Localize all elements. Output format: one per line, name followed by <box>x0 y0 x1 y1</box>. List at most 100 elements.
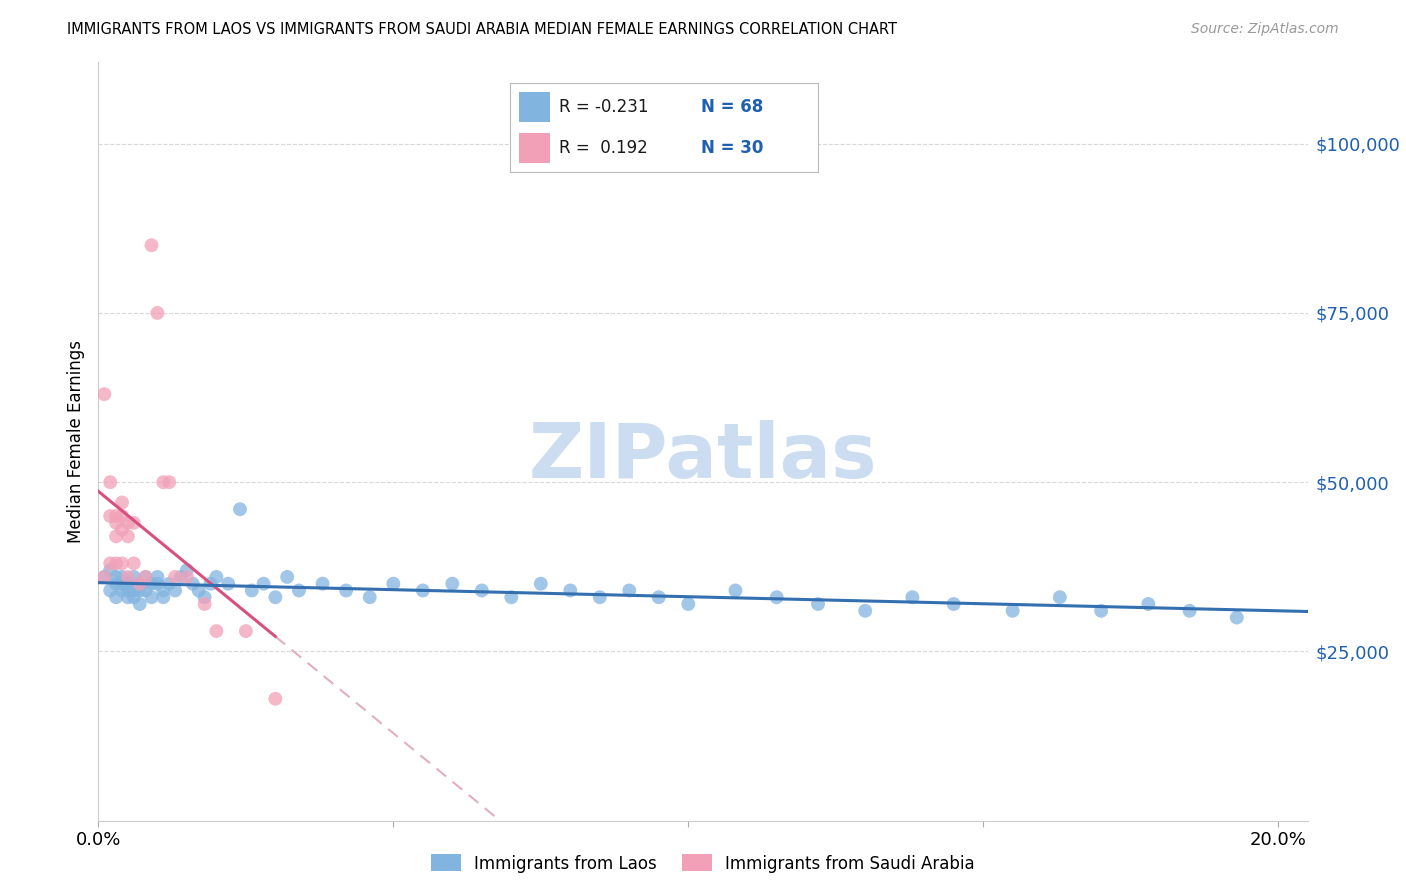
Point <box>152 591 174 605</box>
Y-axis label: Median Female Earnings: Median Female Earnings <box>66 340 84 543</box>
Point <box>122 570 145 584</box>
Point <box>111 557 134 571</box>
Point <box>105 591 128 605</box>
Point <box>152 475 174 490</box>
Point <box>117 576 139 591</box>
Point <box>157 576 180 591</box>
Point <box>264 691 287 706</box>
Point <box>105 529 128 543</box>
Point <box>111 576 134 591</box>
Point <box>1090 604 1112 618</box>
Point <box>382 576 405 591</box>
Point <box>205 624 228 639</box>
Point <box>128 597 150 611</box>
Point <box>93 570 115 584</box>
Point <box>152 583 174 598</box>
Point <box>117 570 139 584</box>
Point <box>276 570 298 584</box>
Point <box>141 238 163 252</box>
Point <box>235 624 257 639</box>
Point <box>1001 604 1024 618</box>
Point <box>93 387 115 401</box>
Point <box>105 508 128 523</box>
Point <box>359 591 381 605</box>
Point <box>122 557 145 571</box>
Legend: Immigrants from Laos, Immigrants from Saudi Arabia: Immigrants from Laos, Immigrants from Sa… <box>425 847 981 880</box>
Point <box>1137 597 1160 611</box>
Point <box>98 583 121 598</box>
Point <box>942 597 965 611</box>
Point <box>1226 610 1249 624</box>
Point <box>165 583 187 598</box>
Point <box>122 583 145 598</box>
Point <box>146 576 169 591</box>
Point <box>724 583 747 598</box>
Point <box>501 591 523 605</box>
Point <box>217 576 239 591</box>
Point <box>200 576 222 591</box>
Point <box>128 576 150 591</box>
Point <box>619 583 641 598</box>
Text: IMMIGRANTS FROM LAOS VS IMMIGRANTS FROM SAUDI ARABIA MEDIAN FEMALE EARNINGS CORR: IMMIGRANTS FROM LAOS VS IMMIGRANTS FROM … <box>67 22 897 37</box>
Point <box>98 508 121 523</box>
Point <box>252 576 274 591</box>
Point <box>765 591 787 605</box>
Point <box>105 570 128 584</box>
Point <box>412 583 434 598</box>
Point <box>240 583 263 598</box>
Point <box>111 523 134 537</box>
Point <box>1049 591 1071 605</box>
Point <box>311 576 333 591</box>
Point <box>853 604 876 618</box>
Point <box>111 508 134 523</box>
Point <box>117 583 139 598</box>
Point <box>165 570 187 584</box>
Point <box>135 570 157 584</box>
Point <box>111 570 134 584</box>
Point <box>901 591 924 605</box>
Text: ZIPatlas: ZIPatlas <box>529 420 877 493</box>
Point <box>105 576 128 591</box>
Point <box>135 583 157 598</box>
Point <box>105 557 128 571</box>
Point <box>117 591 139 605</box>
Point <box>335 583 357 598</box>
Point <box>264 591 287 605</box>
Point <box>122 516 145 530</box>
Point <box>122 591 145 605</box>
Point <box>93 570 115 584</box>
Point <box>157 475 180 490</box>
Point <box>98 563 121 577</box>
Point <box>229 502 252 516</box>
Point <box>181 576 204 591</box>
Point <box>194 597 217 611</box>
Point <box>441 576 464 591</box>
Point <box>128 576 150 591</box>
Point <box>194 591 217 605</box>
Point <box>105 516 128 530</box>
Point <box>589 591 612 605</box>
Point <box>98 557 121 571</box>
Point <box>678 597 700 611</box>
Point <box>146 570 169 584</box>
Point <box>176 570 198 584</box>
Point <box>530 576 553 591</box>
Point <box>98 475 121 490</box>
Point <box>111 583 134 598</box>
Point <box>135 570 157 584</box>
Text: Source: ZipAtlas.com: Source: ZipAtlas.com <box>1191 22 1339 37</box>
Point <box>205 570 228 584</box>
Point <box>170 570 193 584</box>
Point <box>1178 604 1201 618</box>
Point <box>471 583 494 598</box>
Point <box>111 495 134 509</box>
Point <box>807 597 830 611</box>
Point <box>648 591 671 605</box>
Point <box>128 583 150 598</box>
Point <box>560 583 582 598</box>
Point <box>117 516 139 530</box>
Point <box>176 563 198 577</box>
Point <box>141 591 163 605</box>
Point <box>187 583 209 598</box>
Point <box>141 576 163 591</box>
